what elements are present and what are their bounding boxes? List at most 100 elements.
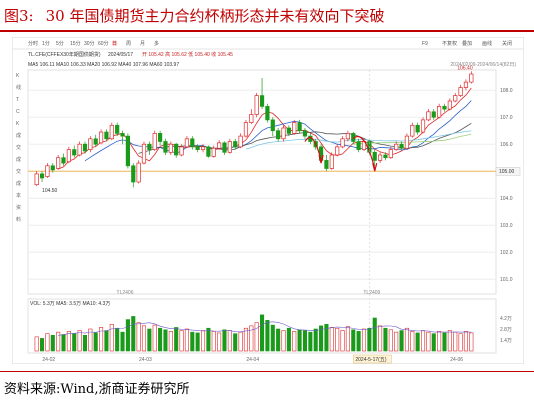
range-label: 2024/02/09-2024/06/14(82日) xyxy=(450,62,516,68)
period-tab[interactable]: 日 xyxy=(112,40,117,47)
date-tick: 24-04 xyxy=(246,357,259,363)
candle-body xyxy=(45,165,50,177)
volume-bar xyxy=(174,327,179,352)
toolbar-right[interactable]: F9 不复权 叠加 画线 关闭 xyxy=(422,40,512,47)
volume-bar xyxy=(168,331,173,352)
candle-body xyxy=(195,146,200,150)
candlestick-chart[interactable]: 分时 1分 5分 15分 30分 60分日 周 月 多 F9 不复权 叠加 画线 关闭 2024/02/… xyxy=(12,37,524,364)
candle-body xyxy=(458,87,463,96)
side-tool[interactable]: 成 xyxy=(16,132,21,139)
volume-bar xyxy=(88,328,93,352)
candle-body xyxy=(394,143,399,150)
volume-bar xyxy=(276,328,281,352)
candle-body xyxy=(98,131,104,144)
side-tool[interactable]: C xyxy=(16,109,20,115)
side-tool[interactable]: 线 xyxy=(16,84,21,91)
candle-body xyxy=(356,141,361,150)
candle-body xyxy=(82,143,88,152)
period-tab[interactable]: 多 xyxy=(154,40,159,47)
volume-bar xyxy=(335,327,340,352)
toolbar-item[interactable]: 关闭 xyxy=(502,40,512,47)
volume-bar xyxy=(141,325,147,352)
candle-body xyxy=(469,73,474,83)
period-tab[interactable]: 5分 xyxy=(56,40,64,47)
volume-bar xyxy=(367,327,372,352)
candle-body xyxy=(56,157,61,169)
volume-bar xyxy=(115,327,120,352)
candle-body xyxy=(340,138,345,148)
candle-body xyxy=(447,100,452,110)
candle-body xyxy=(249,114,254,123)
candle-body xyxy=(420,119,426,133)
volume-bar xyxy=(356,331,361,352)
side-tool[interactable]: K xyxy=(16,73,20,79)
volume-bar xyxy=(34,336,39,352)
level-tag xyxy=(495,166,521,176)
side-tool[interactable]: 资 xyxy=(16,204,21,211)
side-tool[interactable]: 交 xyxy=(16,168,21,175)
side-tool[interactable]: 成 xyxy=(16,156,21,163)
date-tick: 24-02 xyxy=(42,357,55,363)
candle-body xyxy=(168,143,173,153)
volume-bar xyxy=(447,330,452,352)
candle-body xyxy=(200,146,206,150)
side-tool[interactable]: 本 xyxy=(16,192,21,199)
volume-bar xyxy=(286,327,291,352)
volume-ma-line xyxy=(58,321,472,336)
candle-body xyxy=(50,165,55,171)
toolbar-item[interactable]: 画线 xyxy=(482,40,492,47)
price-tick: 106.0 xyxy=(500,142,513,148)
candle-body xyxy=(297,122,302,132)
volume-bar xyxy=(158,327,163,352)
volume-bar xyxy=(437,331,442,352)
volume-bar xyxy=(125,319,130,352)
figure-number: 图3: xyxy=(4,7,34,25)
side-tool[interactable]: 料 xyxy=(16,216,21,223)
candle-body xyxy=(163,141,168,153)
candle-body xyxy=(125,135,130,167)
period-tab[interactable]: 1分 xyxy=(42,40,50,47)
volume-bar xyxy=(372,317,377,352)
price-tick: 101.0 xyxy=(500,277,513,283)
volume-bar xyxy=(238,331,243,352)
period-toolbar[interactable]: 分时 1分 5分 15分 30分 60分日 周 月 多 xyxy=(28,40,159,47)
period-tab[interactable]: 15分 xyxy=(70,40,81,47)
period-tab[interactable]: 月 xyxy=(140,41,145,47)
side-tool[interactable]: 成 xyxy=(16,180,21,187)
title-rule xyxy=(0,30,534,32)
candle-body xyxy=(179,146,184,156)
period-tab[interactable]: 30分 xyxy=(84,40,95,47)
toolbar-item[interactable]: 不复权 xyxy=(442,40,457,47)
volume-pane xyxy=(27,298,497,354)
volume-bar xyxy=(265,320,270,352)
side-tool[interactable]: 交 xyxy=(16,144,21,151)
candle-body xyxy=(88,138,93,150)
side-tool[interactable]: K xyxy=(16,121,20,127)
price-tick: 104.0 xyxy=(500,196,513,202)
contract-mark: TL2406 xyxy=(117,290,134,296)
candle-body xyxy=(410,124,415,137)
side-tool[interactable]: T xyxy=(16,97,19,103)
volume-bar xyxy=(383,327,388,352)
candle-body xyxy=(276,130,281,140)
high-label: 106.40 xyxy=(457,65,473,71)
legend-date: 2024/05/17 xyxy=(108,52,133,58)
toolbar-item[interactable]: F9 xyxy=(422,41,428,47)
volume-bar xyxy=(184,328,189,352)
ma60-line xyxy=(353,133,472,145)
candle-body xyxy=(136,162,141,183)
period-tab[interactable]: 分时 xyxy=(28,40,38,47)
volume-bar xyxy=(50,334,55,352)
period-tab[interactable]: 周 xyxy=(126,41,131,47)
volume-bar xyxy=(72,333,77,352)
toolbar-item[interactable]: 叠加 xyxy=(462,40,472,47)
volume-bar xyxy=(40,338,45,352)
legend-ohlc: 开 105.42 高 105.62 低 105.40 收 105.45 xyxy=(142,51,233,58)
candle-body xyxy=(233,141,238,148)
volume-bar xyxy=(233,333,238,352)
candle-body xyxy=(302,130,308,137)
candle-body xyxy=(378,154,383,161)
period-tab[interactable]: 60分 xyxy=(98,40,109,47)
